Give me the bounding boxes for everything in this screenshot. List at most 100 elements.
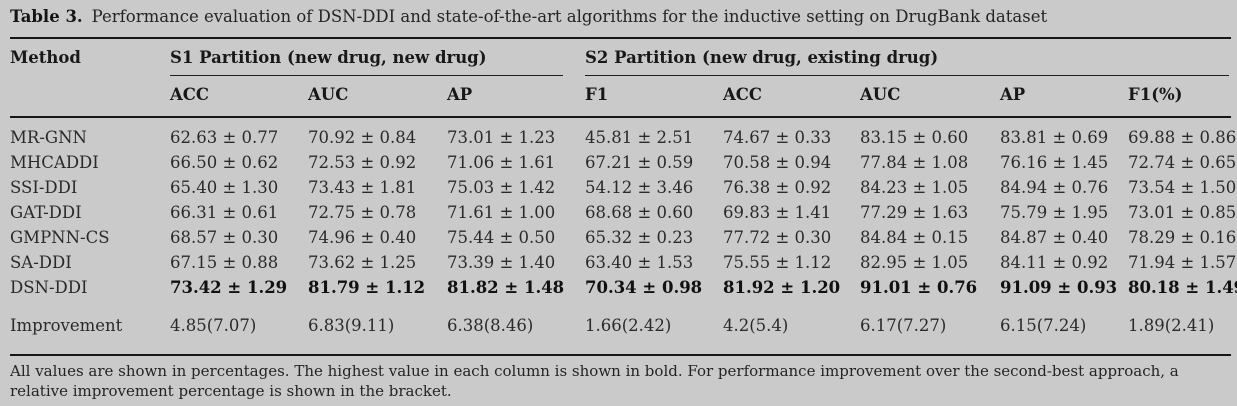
method-cell: DSN-DDI — [10, 278, 88, 297]
top-rule — [10, 37, 1231, 39]
value-cell: 83.15 ± 0.60 — [860, 116, 1000, 150]
value-cell: 1.66(2.42) — [585, 316, 672, 335]
value-cell: 67.21 ± 0.59 — [585, 153, 694, 172]
value-cell: 54.12 ± 3.46 — [585, 178, 694, 197]
value-cell: 74.96 ± 0.40 — [308, 228, 417, 247]
method-cell: SSI-DDI — [10, 178, 78, 197]
method-column-header: Method — [10, 48, 81, 67]
method-cell: GMPNN-CS — [10, 228, 110, 247]
value-cell: 76.16 ± 1.45 — [1000, 153, 1109, 172]
table-caption-text: Performance evaluation of DSN-DDI and st… — [91, 7, 1048, 26]
value-cell: 71.94 ± 1.57 — [1128, 253, 1237, 272]
value-cell: 81.79 ± 1.12 — [308, 278, 426, 297]
value-cell: 70.34 ± 0.98 — [585, 278, 703, 297]
column-header-acc-s2: ACC — [723, 85, 763, 104]
table-row-dsn-ddi: DSN-DDI 73.42 ± 1.29 81.79 ± 1.12 81.82 … — [10, 275, 1237, 300]
metric-header-row: ACC AUC AP F1 ACC AUC AP F1(%) — [10, 76, 1231, 117]
method-cell: MHCADDI — [10, 153, 99, 172]
value-cell: 65.32 ± 0.23 — [585, 228, 694, 247]
value-cell: 4.2(5.4) — [723, 316, 789, 335]
column-header-auc-s2: AUC — [860, 85, 901, 104]
column-header-f1pct-s2: F1(%) — [1128, 85, 1183, 104]
value-cell: 77.29 ± 1.63 — [860, 203, 969, 222]
value-cell: 82.95 ± 1.05 — [860, 253, 969, 272]
table-row-gat-ddi: GAT-DDI 66.31 ± 0.61 72.75 ± 0.78 71.61 … — [10, 200, 1237, 225]
value-cell: 62.63 ± 0.77 — [170, 116, 308, 150]
value-cell: 73.01 ± 0.85 — [1128, 203, 1237, 222]
method-cell: Improvement — [10, 316, 123, 335]
column-header-ap-s2: AP — [1000, 85, 1026, 104]
value-cell: 6.15(7.24) — [1000, 316, 1087, 335]
group-header-s1: S1 Partition (new drug, new drug) — [170, 39, 585, 76]
value-cell: 80.18 ± 1.49 — [1128, 278, 1237, 297]
value-cell: 67.15 ± 0.88 — [170, 253, 279, 272]
value-cell: 75.44 ± 0.50 — [447, 228, 556, 247]
value-cell: 71.06 ± 1.61 — [447, 153, 556, 172]
table-row-mhcaddi: MHCADDI 66.50 ± 0.62 72.53 ± 0.92 71.06 … — [10, 150, 1237, 175]
value-cell: 75.79 ± 1.95 — [1000, 203, 1109, 222]
value-cell: 73.62 ± 1.25 — [308, 253, 417, 272]
value-cell: 81.82 ± 1.48 — [447, 278, 565, 297]
method-cell: GAT-DDI — [10, 203, 82, 222]
value-cell: 69.88 ± 0.86 — [1128, 116, 1236, 150]
group-header-row: Method S1 Partition (new drug, new drug)… — [10, 39, 1231, 76]
table-row-ssi-ddi: SSI-DDI 65.40 ± 1.30 73.43 ± 1.81 75.03 … — [10, 175, 1237, 200]
value-cell: 1.89(2.41) — [1128, 316, 1215, 335]
value-cell: 83.81 ± 0.69 — [1000, 116, 1128, 150]
footnote-line: relative improvement percentage is shown… — [10, 381, 452, 400]
value-cell: 72.74 ± 0.65 — [1128, 153, 1237, 172]
column-header-acc-s1: ACC — [170, 85, 210, 104]
value-cell: 71.61 ± 1.00 — [447, 203, 556, 222]
value-cell: 74.67 ± 0.33 — [723, 116, 860, 150]
value-cell: 73.54 ± 1.50 — [1128, 178, 1237, 197]
value-cell: 84.94 ± 0.76 — [1000, 178, 1109, 197]
method-cell: SA-DDI — [10, 253, 72, 272]
value-cell: 6.83(9.11) — [308, 316, 395, 335]
table-row-gmpnn-cs: GMPNN-CS 68.57 ± 0.30 74.96 ± 0.40 75.44… — [10, 225, 1237, 250]
value-cell: 84.84 ± 0.15 — [860, 228, 969, 247]
value-cell: 78.29 ± 0.16 — [1128, 228, 1237, 247]
value-cell: 76.38 ± 0.92 — [723, 178, 832, 197]
table-caption-label: Table 3. — [10, 7, 83, 26]
performance-table: Method S1 Partition (new drug, new drug)… — [10, 39, 1237, 338]
spacer-cell — [10, 300, 1231, 313]
group-header-s1-label: S1 Partition (new drug, new drug) — [170, 49, 563, 76]
value-cell: 91.09 ± 0.93 — [1000, 278, 1118, 297]
value-cell: 84.23 ± 1.05 — [860, 178, 969, 197]
value-cell: 63.40 ± 1.53 — [585, 253, 694, 272]
value-cell: 66.31 ± 0.61 — [170, 203, 279, 222]
value-cell: 69.83 ± 1.41 — [723, 203, 832, 222]
table-caption: Table 3. Performance evaluation of DSN-DD… — [10, 6, 1229, 28]
table-row-mr-gnn: MR-GNN 62.63 ± 0.77 70.92 ± 0.84 73.01 ±… — [10, 116, 1236, 150]
table-row-improvement: Improvement 4.85(7.07) 6.83(9.11) 6.38(8… — [10, 313, 1231, 338]
value-cell: 4.85(7.07) — [170, 316, 257, 335]
value-cell: 75.03 ± 1.42 — [447, 178, 556, 197]
value-cell: 73.43 ± 1.81 — [308, 178, 417, 197]
group-header-s2-label: S2 Partition (new drug, existing drug) — [585, 49, 1229, 76]
value-cell: 73.42 ± 1.29 — [170, 278, 288, 297]
value-cell: 73.01 ± 1.23 — [447, 116, 585, 150]
value-cell: 73.39 ± 1.40 — [447, 253, 556, 272]
value-cell: 84.87 ± 0.40 — [1000, 228, 1109, 247]
value-cell: 68.57 ± 0.30 — [170, 228, 279, 247]
value-cell: 72.53 ± 0.92 — [308, 153, 417, 172]
value-cell: 65.40 ± 1.30 — [170, 178, 279, 197]
column-header-ap-s1: AP — [447, 85, 473, 104]
footnote-line: All values are shown in percentages. The… — [10, 362, 1179, 380]
bottom-rule — [10, 354, 1231, 356]
method-cell: MR-GNN — [10, 116, 170, 150]
value-cell: 45.81 ± 2.51 — [585, 116, 723, 150]
value-cell: 70.58 ± 0.94 — [723, 153, 832, 172]
column-header-f1-s2: F1 — [585, 85, 609, 104]
group-header-s2: S2 Partition (new drug, existing drug) — [585, 39, 1231, 76]
value-cell: 77.72 ± 0.30 — [723, 228, 832, 247]
value-cell: 84.11 ± 0.92 — [1000, 253, 1109, 272]
column-header-auc-s1: AUC — [308, 85, 349, 104]
value-cell: 72.75 ± 0.78 — [308, 203, 417, 222]
value-cell: 81.92 ± 1.20 — [723, 278, 841, 297]
value-cell: 6.17(7.27) — [860, 316, 947, 335]
table-footnote: All values are shown in percentages. The… — [10, 362, 1229, 401]
value-cell: 77.84 ± 1.08 — [860, 153, 969, 172]
value-cell: 68.68 ± 0.60 — [585, 203, 694, 222]
